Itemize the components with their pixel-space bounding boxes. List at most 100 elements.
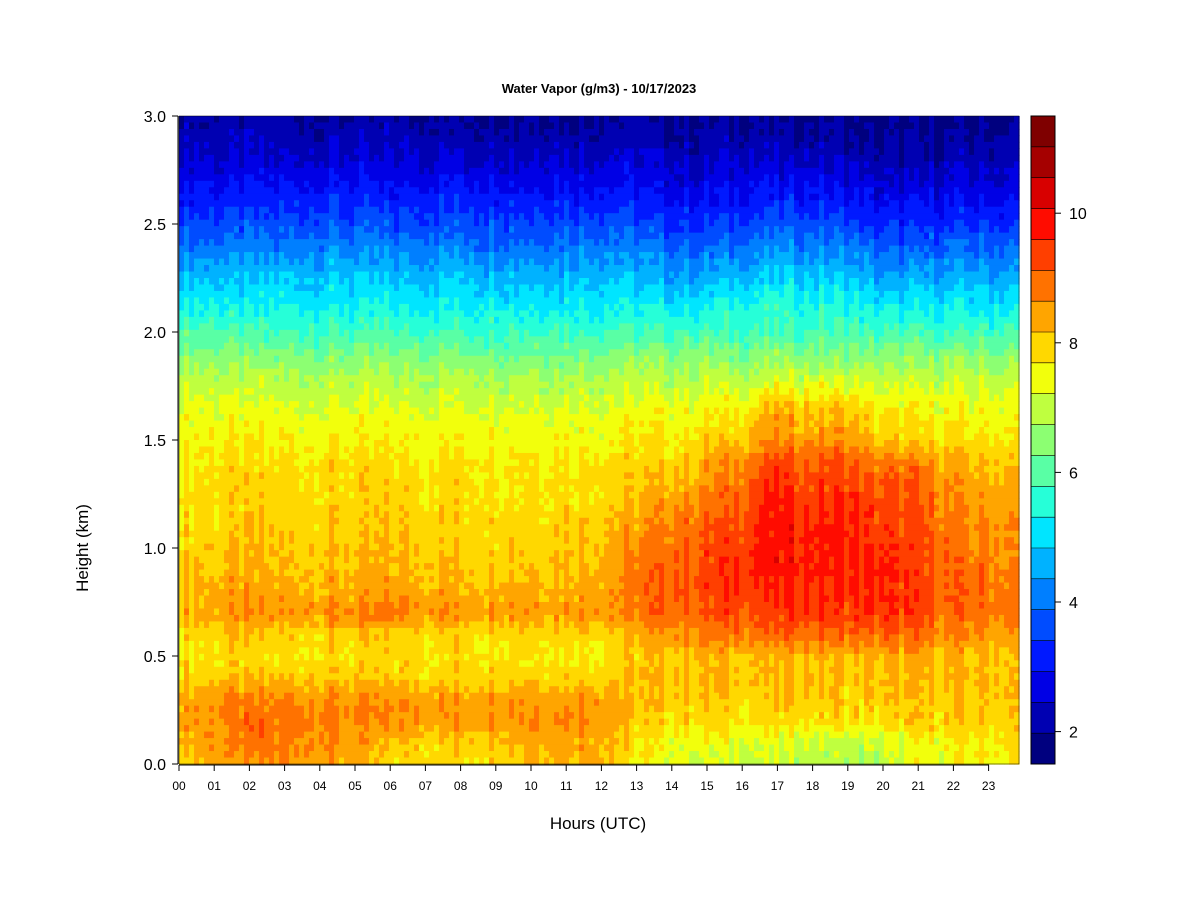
heatmap-cell	[294, 440, 300, 447]
heatmap-cell	[344, 369, 350, 376]
heatmap-cell	[224, 557, 230, 564]
heatmap-cell	[189, 557, 195, 564]
heatmap-cell	[379, 434, 385, 441]
heatmap-cell	[324, 596, 330, 603]
heatmap-cell	[414, 446, 420, 453]
heatmap-cell	[314, 148, 320, 155]
heatmap-cell	[384, 181, 390, 188]
heatmap-cell	[239, 330, 245, 337]
heatmap-cell	[234, 485, 240, 492]
heatmap-cell	[204, 498, 210, 505]
heatmap-cell	[189, 583, 195, 590]
heatmap-cell	[394, 174, 400, 181]
heatmap-cell	[424, 148, 430, 155]
heatmap-cell	[224, 641, 230, 648]
heatmap-cell	[254, 336, 260, 343]
heatmap-cell	[354, 116, 360, 123]
heatmap-cell	[374, 550, 380, 557]
heatmap-cell	[289, 550, 295, 557]
heatmap-cell	[294, 278, 300, 285]
heatmap-cell	[414, 751, 420, 758]
heatmap-cell	[314, 122, 320, 129]
heatmap-cell	[329, 440, 335, 447]
heatmap-cell	[299, 518, 305, 525]
heatmap-cell	[214, 518, 220, 525]
heatmap-cell	[309, 122, 315, 129]
heatmap-cell	[219, 174, 225, 181]
heatmap-cell	[274, 220, 280, 227]
heatmap-cell	[304, 738, 310, 745]
heatmap-cell	[254, 472, 260, 479]
heatmap-cell	[374, 485, 380, 492]
heatmap-cell	[339, 615, 345, 622]
heatmap-cell	[189, 654, 195, 661]
heatmap-cell	[279, 382, 285, 389]
heatmap-cell	[369, 220, 375, 227]
heatmap-cell	[234, 284, 240, 291]
heatmap-cell	[259, 479, 265, 486]
heatmap-cell	[364, 446, 370, 453]
heatmap-cell	[304, 544, 310, 551]
heatmap-cell	[334, 654, 340, 661]
heatmap-cell	[354, 589, 360, 596]
heatmap-cell	[359, 466, 365, 473]
heatmap-cell	[344, 116, 350, 123]
heatmap-cell	[289, 356, 295, 363]
heatmap-cell	[179, 382, 185, 389]
heatmap-cell	[334, 492, 340, 499]
heatmap-cell	[179, 654, 185, 661]
heatmap-cell	[284, 524, 290, 531]
heatmap-cell	[324, 395, 330, 402]
heatmap-cell	[219, 168, 225, 175]
heatmap-cell	[209, 570, 215, 577]
heatmap-cell	[189, 758, 195, 765]
heatmap-cell	[339, 284, 345, 291]
heatmap-cell	[264, 466, 270, 473]
heatmap-cell	[199, 155, 205, 162]
heatmap-cell	[219, 421, 225, 428]
heatmap-cell	[354, 142, 360, 149]
heatmap-cell	[204, 284, 210, 291]
heatmap-cell	[264, 719, 270, 726]
heatmap-cell	[224, 369, 230, 376]
heatmap-cell	[289, 272, 295, 279]
heatmap-cell	[259, 621, 265, 628]
heatmap-cell	[399, 498, 405, 505]
heatmap-cell	[179, 291, 185, 298]
heatmap-cell	[394, 738, 400, 745]
heatmap-cell	[314, 686, 320, 693]
heatmap-cell	[369, 304, 375, 311]
heatmap-cell	[344, 259, 350, 266]
heatmap-cell	[424, 654, 430, 661]
heatmap-cell	[239, 388, 245, 395]
heatmap-cell	[269, 550, 275, 557]
heatmap-cell	[214, 265, 220, 272]
heatmap-cell	[409, 725, 415, 732]
heatmap-cell	[384, 369, 390, 376]
heatmap-cell	[359, 259, 365, 266]
heatmap-cell	[369, 712, 375, 719]
heatmap-cell	[209, 557, 215, 564]
heatmap-cell	[214, 304, 220, 311]
heatmap-cell	[394, 466, 400, 473]
heatmap-cell	[424, 608, 430, 615]
heatmap-cell	[289, 615, 295, 622]
heatmap-cell	[309, 699, 315, 706]
heatmap-cell	[244, 239, 250, 246]
heatmap-cell	[409, 427, 415, 434]
heatmap-cell	[319, 323, 325, 330]
heatmap-cell	[254, 116, 260, 123]
heatmap-cell	[204, 589, 210, 596]
heatmap-cell	[189, 174, 195, 181]
heatmap-cell	[349, 252, 355, 259]
heatmap-cell	[314, 284, 320, 291]
heatmap-cell	[219, 213, 225, 220]
heatmap-cell	[199, 758, 205, 765]
heatmap-cell	[199, 615, 205, 622]
heatmap-cell	[349, 667, 355, 674]
heatmap-cell	[349, 732, 355, 739]
heatmap-cell	[214, 349, 220, 356]
heatmap-cell	[404, 317, 410, 324]
heatmap-cell	[339, 531, 345, 538]
heatmap-cell	[214, 719, 220, 726]
